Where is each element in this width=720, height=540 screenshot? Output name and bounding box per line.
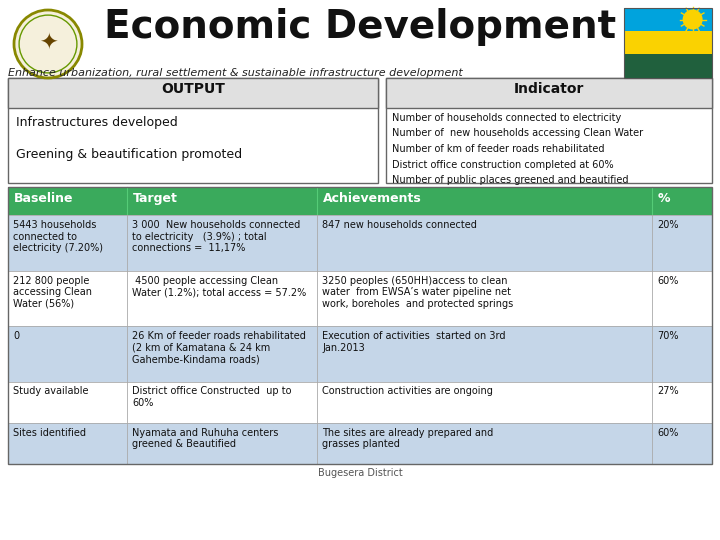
Text: Indicator: Indicator <box>514 82 584 96</box>
Text: 27%: 27% <box>657 387 679 396</box>
Text: 5443 households
connected to
electricity (7.20%): 5443 households connected to electricity… <box>13 220 103 253</box>
Text: Economic Development: Economic Development <box>104 8 616 46</box>
Text: Target: Target <box>133 192 178 205</box>
Text: OUTPUT: OUTPUT <box>161 82 225 96</box>
Circle shape <box>14 10 82 78</box>
Text: %: % <box>658 192 670 205</box>
Text: 26 Km of feeder roads rehabilitated
(2 km of Kamatana & 24 km
Gahembe-Kindama ro: 26 Km of feeder roads rehabilitated (2 k… <box>132 331 306 364</box>
Text: Number of km of feeder roads rehabilitated: Number of km of feeder roads rehabilitat… <box>392 144 605 154</box>
Bar <box>624 54 712 78</box>
Text: Number of  new households accessing Clean Water: Number of new households accessing Clean… <box>392 129 643 138</box>
Circle shape <box>683 10 703 30</box>
Text: 3 000  New households connected
to electricity   (3.9%) ; total
connections =  1: 3 000 New households connected to electr… <box>132 220 300 253</box>
Text: Execution of activities  started on 3rd
Jan.2013: Execution of activities started on 3rd J… <box>322 331 505 353</box>
Bar <box>624 8 712 78</box>
Text: The sites are already prepared and
grasses planted: The sites are already prepared and grass… <box>322 428 493 449</box>
Bar <box>8 78 378 183</box>
Text: 70%: 70% <box>657 331 678 341</box>
Text: Bugesera District: Bugesera District <box>318 468 402 477</box>
Text: 847 new households connected: 847 new households connected <box>322 220 477 230</box>
Text: Study available: Study available <box>13 387 89 396</box>
Text: 212 800 people
accessing Clean
Water (56%): 212 800 people accessing Clean Water (56… <box>13 275 92 309</box>
Text: Number of households connected to electricity: Number of households connected to electr… <box>392 113 621 123</box>
Text: Greening & beautification promoted: Greening & beautification promoted <box>16 148 242 161</box>
Bar <box>386 78 712 108</box>
Text: District office Constructed  up to
60%: District office Constructed up to 60% <box>132 387 292 408</box>
Text: 0: 0 <box>13 331 19 341</box>
Bar <box>8 422 712 463</box>
Text: 4500 people accessing Clean
Water (1.2%); total access = 57.2%: 4500 people accessing Clean Water (1.2%)… <box>132 275 306 297</box>
Text: 20%: 20% <box>657 220 678 230</box>
Text: Achievements: Achievements <box>323 192 422 205</box>
Text: Infrastructures developed: Infrastructures developed <box>16 116 178 129</box>
Text: 3250 peoples (650HH)access to clean
water  from EWSA’s water pipeline net
work, : 3250 peoples (650HH)access to clean wate… <box>322 275 513 309</box>
Text: 60%: 60% <box>657 428 678 437</box>
Bar <box>624 8 712 31</box>
Bar <box>8 187 712 215</box>
Bar <box>386 78 712 183</box>
Text: Nyamata and Ruhuha centers
greened & Beautified: Nyamata and Ruhuha centers greened & Bea… <box>132 428 279 449</box>
Text: Baseline: Baseline <box>14 192 73 205</box>
Bar <box>8 381 712 422</box>
Bar <box>624 31 712 54</box>
Bar <box>8 215 712 271</box>
Text: 60%: 60% <box>657 275 678 286</box>
Bar <box>8 271 712 326</box>
Bar <box>8 326 712 381</box>
Text: District office construction completed at 60%: District office construction completed a… <box>392 159 613 170</box>
Text: ✦: ✦ <box>39 34 58 54</box>
Bar <box>8 187 712 463</box>
Text: Construction activities are ongoing: Construction activities are ongoing <box>322 387 493 396</box>
Text: Enhance urbanization, rural settlement & sustainable infrastructure development: Enhance urbanization, rural settlement &… <box>8 68 463 78</box>
Text: Sites identified: Sites identified <box>13 428 86 437</box>
Bar <box>8 78 378 108</box>
Text: Number of public places greened and beautified: Number of public places greened and beau… <box>392 175 629 185</box>
